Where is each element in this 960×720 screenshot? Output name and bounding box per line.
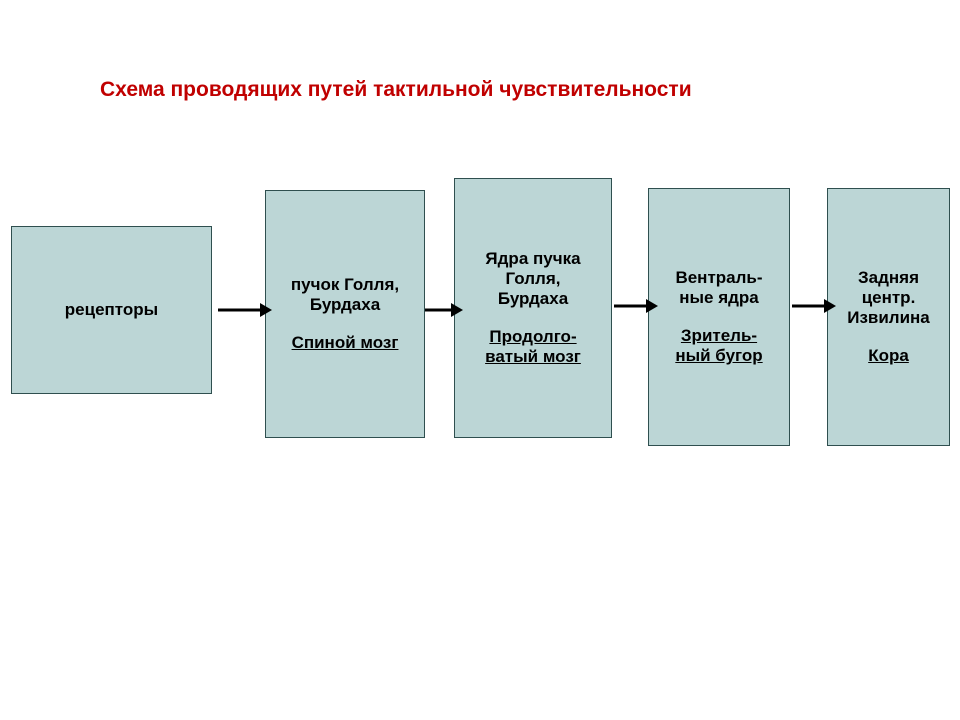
- node-label: Бурдаха: [310, 295, 380, 315]
- flow-node-n5: Задняяцентр.Извилина Кора: [827, 188, 950, 446]
- flow-arrow-a2: [425, 301, 463, 319]
- node-location-label: ный бугор: [675, 346, 762, 366]
- node-location-label: Продолго-: [489, 327, 576, 347]
- node-label: Ядра пучка: [485, 249, 580, 269]
- node-label: центр.: [862, 288, 916, 308]
- node-label: Вентраль-: [675, 268, 762, 288]
- flow-arrow-a4: [792, 297, 836, 315]
- flow-node-n4: Вентраль-ные ядра Зритель-ный бугор: [648, 188, 790, 446]
- node-location-label: Кора: [868, 346, 909, 366]
- node-label: Извилина: [847, 308, 930, 328]
- node-label: рецепторы: [65, 300, 158, 320]
- flow-node-n1: рецепторы: [11, 226, 212, 394]
- node-label: ные ядра: [679, 288, 759, 308]
- node-label: Бурдаха: [498, 289, 568, 309]
- flow-node-n2: пучок Голля,Бурдаха Спиной мозг: [265, 190, 425, 438]
- flow-arrow-a3: [614, 297, 658, 315]
- diagram-stage: Схема проводящих путей тактильной чувств…: [0, 0, 960, 720]
- diagram-title: Схема проводящих путей тактильной чувств…: [100, 78, 692, 102]
- node-label: пучок Голля,: [291, 275, 399, 295]
- node-location-label: Спиной мозг: [292, 333, 399, 353]
- flow-node-n3: Ядра пучкаГолля,Бурдаха Продолго-ватый мо…: [454, 178, 612, 438]
- node-label: Голля,: [506, 269, 561, 289]
- node-location-label: ватый мозг: [485, 347, 581, 367]
- node-label: Задняя: [858, 268, 919, 288]
- flow-arrow-a1: [218, 301, 272, 319]
- node-location-label: Зритель-: [681, 326, 757, 346]
